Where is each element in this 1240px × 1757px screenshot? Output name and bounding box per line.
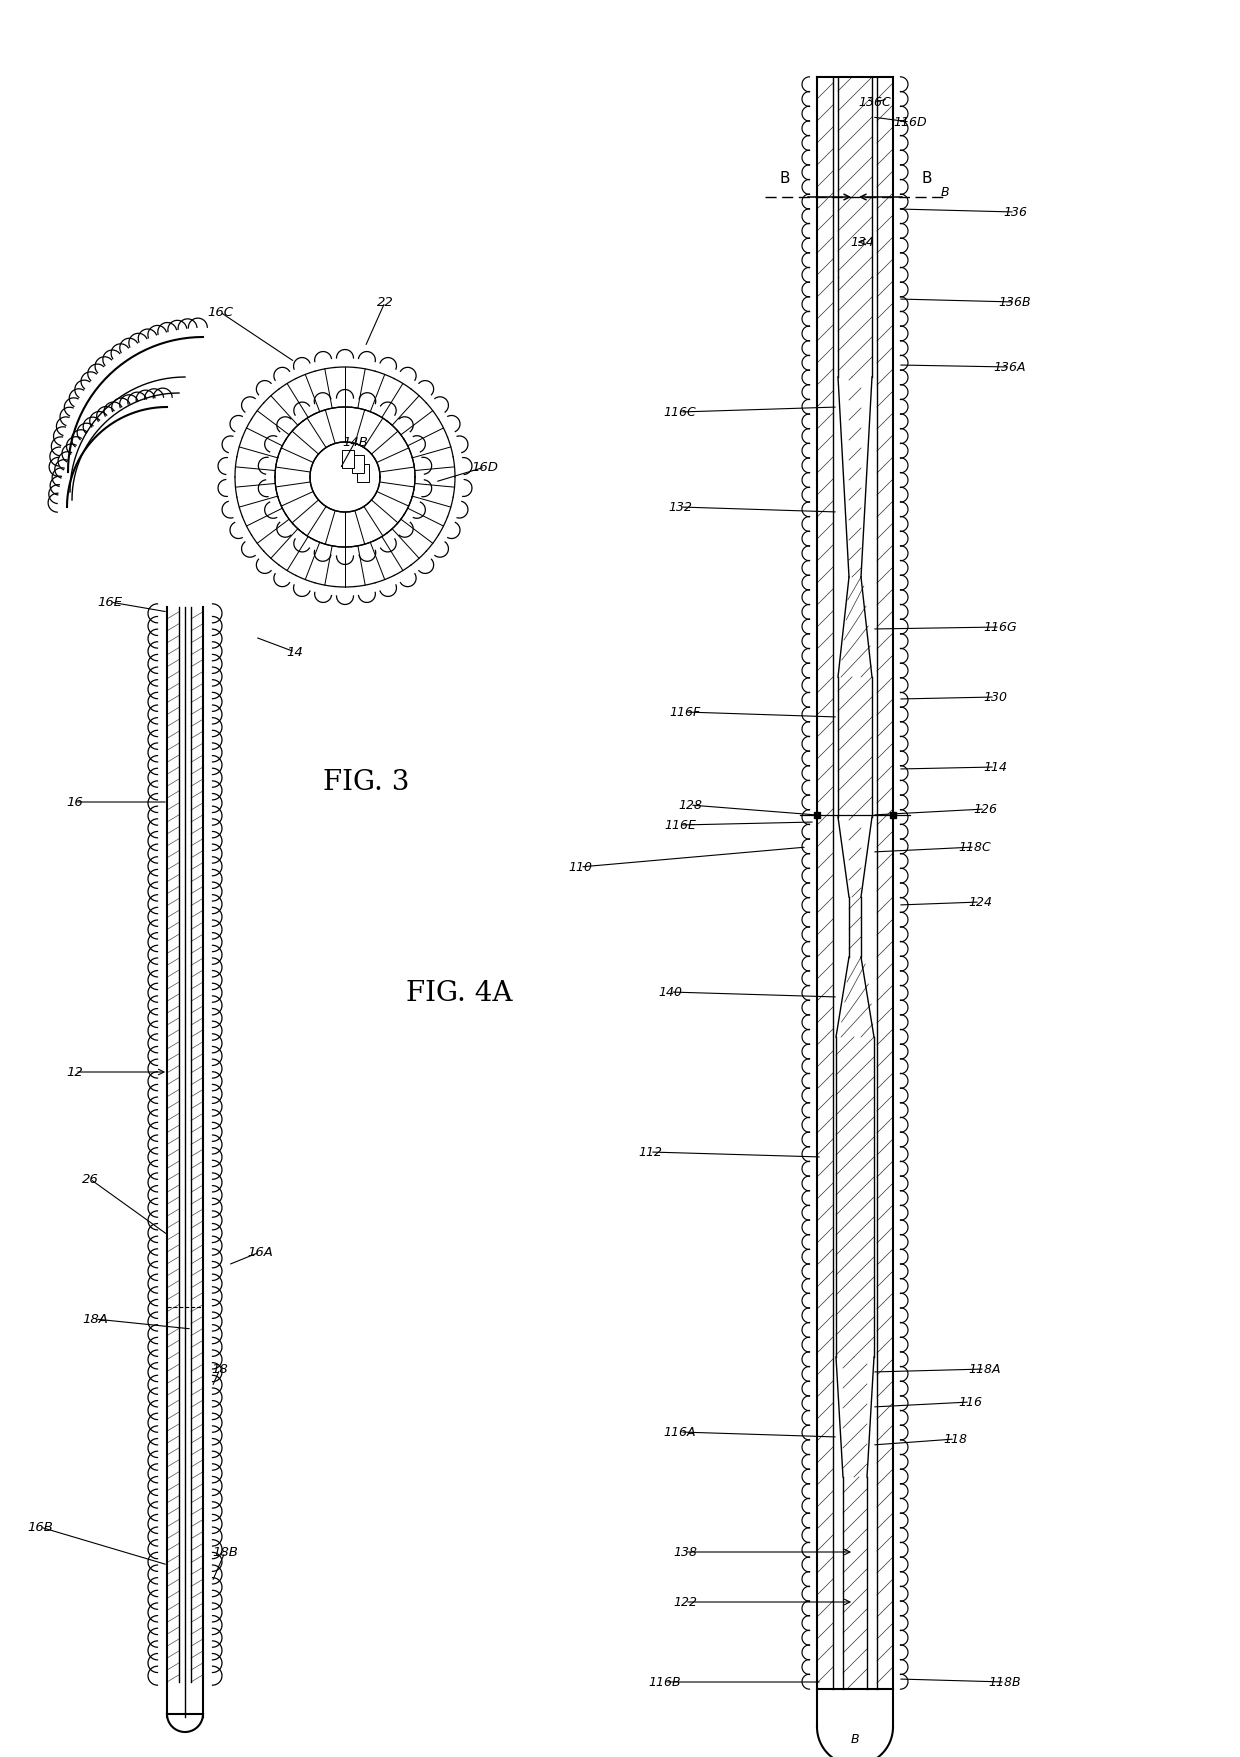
Text: 26: 26 [82, 1174, 98, 1186]
Bar [352, 455, 363, 474]
Text: 16E: 16E [98, 596, 123, 610]
Text: 116C: 116C [663, 406, 697, 420]
Text: 136A: 136A [993, 362, 1027, 374]
Text: 118B: 118B [988, 1676, 1022, 1688]
Text: 132: 132 [668, 501, 692, 515]
Text: 136C: 136C [858, 97, 892, 109]
Text: 140: 140 [658, 986, 682, 1000]
Text: 116B: 116B [649, 1676, 681, 1688]
Text: 138: 138 [673, 1546, 697, 1558]
Text: B: B [941, 186, 950, 199]
Text: 116D: 116D [893, 116, 926, 130]
Text: 116F: 116F [670, 706, 701, 719]
Text: 12: 12 [67, 1066, 83, 1079]
Text: 134: 134 [849, 237, 874, 249]
Text: 136: 136 [1003, 206, 1027, 220]
Text: FIG. 3: FIG. 3 [322, 768, 409, 796]
Text: 16A: 16A [247, 1246, 273, 1258]
Text: 110: 110 [568, 861, 591, 873]
Text: 130: 130 [983, 691, 1007, 705]
Text: B: B [921, 170, 932, 186]
Text: 14B: 14B [342, 436, 368, 450]
Text: 136B: 136B [998, 297, 1032, 309]
Text: B: B [851, 1732, 859, 1745]
Text: 18B: 18B [212, 1546, 238, 1558]
Text: 114: 114 [983, 761, 1007, 775]
Text: 112: 112 [639, 1146, 662, 1160]
Text: 16: 16 [67, 796, 83, 808]
Text: 118A: 118A [968, 1363, 1001, 1376]
Text: 14: 14 [286, 647, 304, 659]
Text: 126: 126 [973, 803, 997, 815]
Text: 116E: 116E [665, 819, 696, 833]
Text: 116G: 116G [983, 622, 1017, 634]
Text: 124: 124 [968, 896, 992, 908]
Text: 18: 18 [212, 1363, 228, 1376]
Text: 122: 122 [673, 1595, 697, 1609]
Text: 22: 22 [377, 297, 393, 309]
Text: 18A: 18A [82, 1312, 108, 1327]
Text: 16D: 16D [471, 462, 498, 474]
Text: B: B [780, 170, 790, 186]
Text: 128: 128 [678, 799, 702, 812]
Text: FIG. 4A: FIG. 4A [405, 979, 512, 1007]
Text: 16C: 16C [207, 306, 233, 320]
Text: 118: 118 [942, 1432, 967, 1446]
Bar [342, 452, 355, 469]
Text: 116: 116 [959, 1395, 982, 1409]
Text: 118C: 118C [959, 842, 991, 854]
Text: 16B: 16B [27, 1520, 53, 1534]
Text: 116A: 116A [663, 1425, 696, 1439]
Bar [357, 466, 368, 483]
